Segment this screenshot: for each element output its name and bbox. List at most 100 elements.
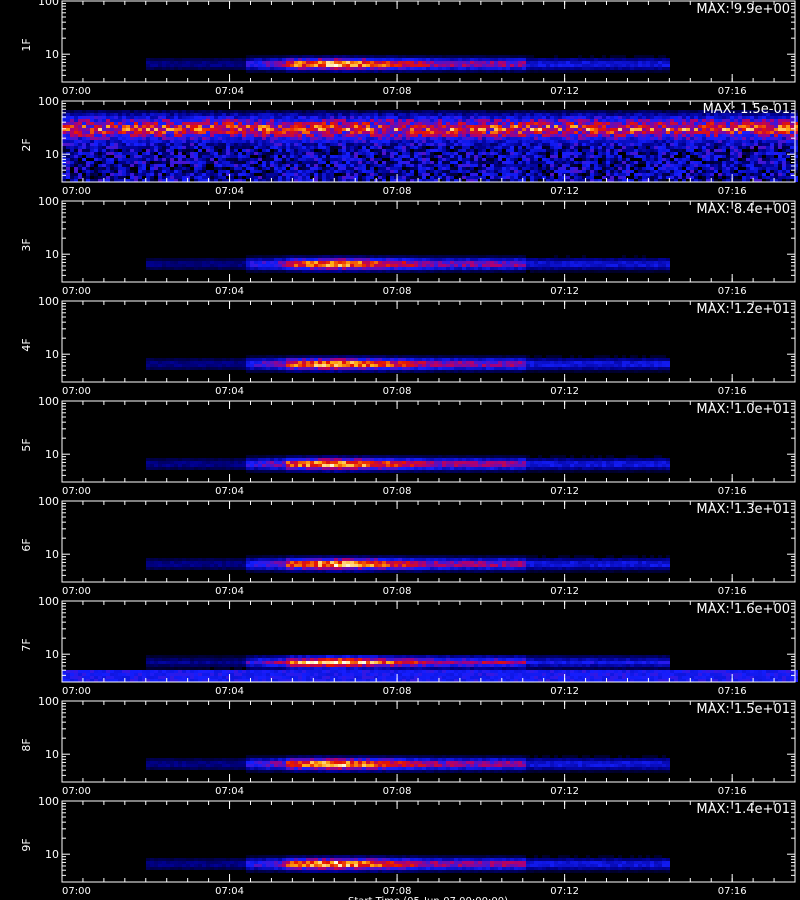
heat-cell: [222, 164, 226, 167]
heat-cell: [178, 146, 182, 149]
heat-cell: [86, 134, 90, 137]
heat-cell: [422, 131, 426, 134]
heat-cell: [242, 125, 246, 128]
heat-cell: [638, 170, 642, 173]
heat-cell: [286, 173, 290, 176]
heat-cell: [246, 70, 250, 73]
heat-cell: [338, 155, 342, 158]
heat-cell: [378, 67, 382, 70]
heat-cell: [478, 122, 482, 125]
heat-cell: [530, 179, 534, 182]
heat-cell: [638, 122, 642, 125]
heat-cell: [506, 137, 510, 140]
heat-cell: [290, 58, 294, 61]
heat-cell: [278, 134, 282, 137]
heat-cell: [218, 110, 222, 113]
heat-cell: [198, 176, 202, 179]
heat-cell: [614, 110, 618, 113]
heat-cell: [470, 149, 474, 152]
heat-cell: [490, 155, 494, 158]
heat-cell: [426, 179, 430, 182]
heat-cell: [510, 137, 514, 140]
heat-cell: [754, 134, 758, 137]
heat-cell: [306, 128, 310, 131]
heat-cell: [586, 125, 590, 128]
heat-cell: [458, 58, 462, 61]
heat-cell: [230, 149, 234, 152]
heat-cell: [610, 167, 614, 170]
heat-cell: [126, 170, 130, 173]
heat-cell: [66, 155, 70, 158]
heat-cell: [486, 137, 490, 140]
heat-cell: [594, 125, 598, 128]
heat-cell: [274, 173, 278, 176]
heat-cell: [314, 164, 318, 167]
heat-cell: [618, 131, 622, 134]
heat-cell: [502, 61, 506, 64]
heat-cell: [462, 161, 466, 164]
heat-cell: [126, 113, 130, 116]
heat-cell: [498, 170, 502, 173]
heat-cell: [478, 137, 482, 140]
heat-cell: [518, 122, 522, 125]
heat-cell: [738, 116, 742, 119]
heat-cell: [242, 167, 246, 170]
heat-cell: [554, 170, 558, 173]
heat-cell: [202, 119, 206, 122]
heat-cell: [422, 140, 426, 143]
heat-cell: [138, 110, 142, 113]
heat-cell: [510, 110, 514, 113]
heat-cell: [262, 149, 266, 152]
heat-cell: [286, 137, 290, 140]
heat-cell: [346, 158, 350, 161]
heat-cell: [370, 176, 374, 179]
heat-cell: [386, 164, 390, 167]
heat-cell: [686, 146, 690, 149]
heat-cell: [458, 55, 462, 58]
heat-cell: [634, 131, 638, 134]
heat-cell: [270, 64, 274, 67]
heat-cell: [114, 137, 118, 140]
heat-cell: [266, 125, 270, 128]
heat-cell: [226, 161, 230, 164]
heat-cell: [154, 161, 158, 164]
heat-cell: [70, 140, 74, 143]
heat-cell: [426, 137, 430, 140]
x-tick-label: 07:04: [215, 86, 244, 97]
heat-cell: [594, 170, 598, 173]
heat-cell: [766, 119, 770, 122]
heat-cell: [370, 167, 374, 170]
heat-cell: [590, 134, 594, 137]
heat-cell: [510, 116, 514, 119]
heat-cell: [282, 131, 286, 134]
heat-cell: [366, 146, 370, 149]
heat-cell: [426, 70, 430, 73]
heat-cell: [146, 67, 150, 70]
heat-cell: [478, 55, 482, 58]
heat-cell: [614, 176, 618, 179]
heat-cell: [598, 61, 602, 64]
heat-cell: [686, 143, 690, 146]
heat-cell: [378, 134, 382, 137]
heat-cell: [566, 128, 570, 131]
heat-cell: [554, 140, 558, 143]
heat-cell: [626, 116, 630, 119]
heat-cell: [562, 67, 566, 70]
heat-cell: [502, 70, 506, 73]
heat-cell: [542, 61, 546, 64]
heat-cell: [482, 152, 486, 155]
heat-cell: [394, 146, 398, 149]
heat-cell: [714, 134, 718, 137]
heat-cell: [146, 179, 150, 182]
heat-cell: [750, 173, 754, 176]
heat-cell: [174, 179, 178, 182]
heat-cell: [446, 155, 450, 158]
heat-cell: [218, 143, 222, 146]
heat-cell: [138, 170, 142, 173]
heat-cell: [158, 143, 162, 146]
heat-cell: [682, 146, 686, 149]
heat-cell: [338, 149, 342, 152]
heat-cell: [234, 122, 238, 125]
heat-cell: [538, 152, 542, 155]
heat-cell: [606, 64, 610, 67]
